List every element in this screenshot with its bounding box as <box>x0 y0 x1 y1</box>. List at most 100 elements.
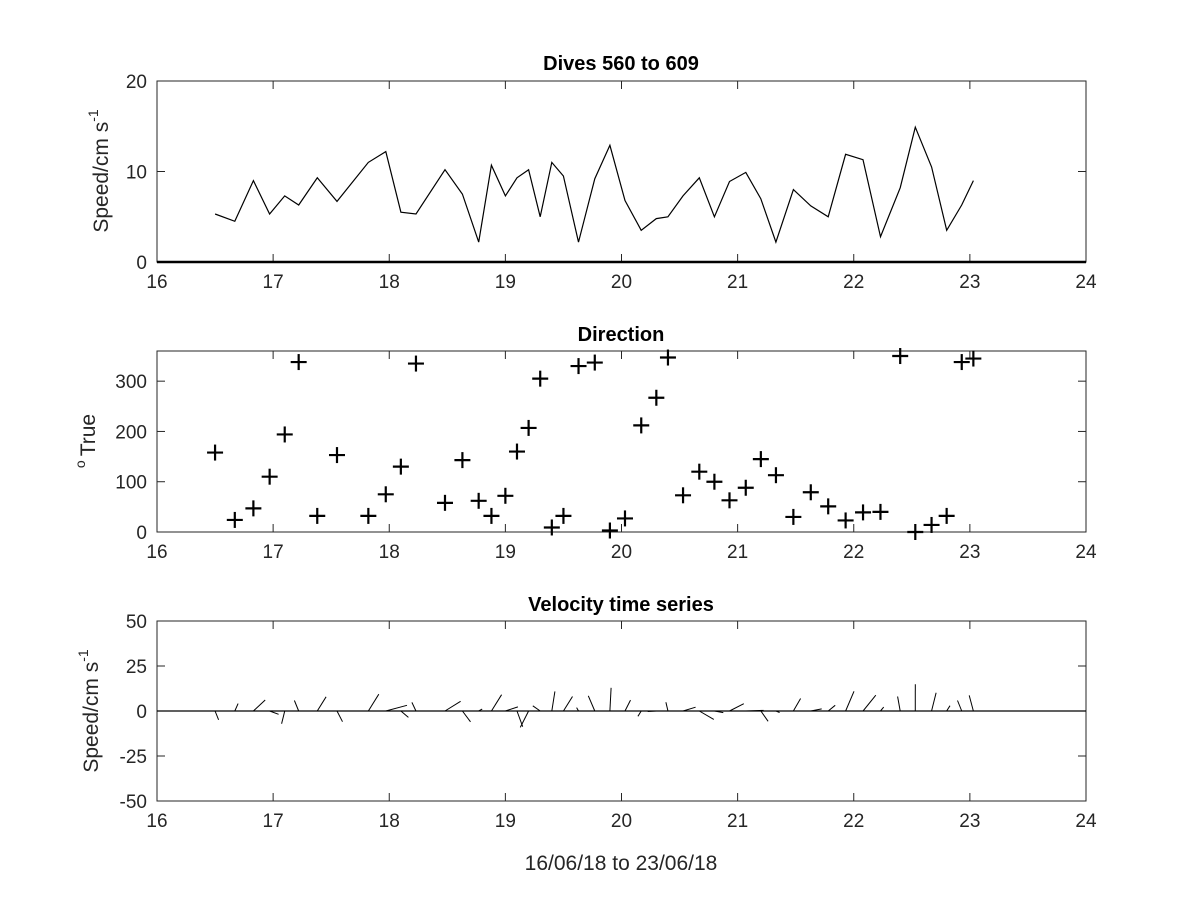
velocity-ytick-label: 50 <box>126 612 147 633</box>
speed-xtick-label: 16 <box>146 272 167 293</box>
velocity-stick <box>760 710 769 722</box>
velocity-xtick-label: 19 <box>495 811 516 832</box>
speed-y-axis-label: Speed/cm s-1 <box>85 109 113 233</box>
direction-point <box>543 519 560 536</box>
velocity-ticks: 16 17 18 19 20 21 22 23 24 -50 -25 0 25 50 <box>120 612 1097 832</box>
velocity-stick <box>576 707 579 712</box>
velocity-stick <box>532 705 541 712</box>
svg-text:Speed/cm s-1: Speed/cm s-1 <box>75 649 103 773</box>
velocity-stick <box>745 709 764 712</box>
svg-text:Speed/cm s-1: Speed/cm s-1 <box>85 109 113 233</box>
speed-ylabel-sup: -1 <box>85 109 101 122</box>
velocity-stick <box>336 710 343 722</box>
velocity-ytick-label: 0 <box>136 702 147 723</box>
velocity-stick <box>845 691 855 712</box>
speed-ytick-label: 0 <box>136 253 147 274</box>
direction-point <box>360 507 377 524</box>
speed-xtick-label: 23 <box>959 272 980 293</box>
direction-point <box>616 510 633 527</box>
velocity-stick <box>647 710 657 712</box>
direction-xtick-label: 17 <box>263 542 284 563</box>
velocity-y-axis-label: Speed/cm s-1 <box>75 649 103 773</box>
velocity-stick <box>946 705 951 712</box>
velocity-stick <box>587 695 596 712</box>
speed-ticks: 16 17 18 19 20 21 22 23 24 0 10 20 <box>126 72 1097 293</box>
velocity-xtick-label: 20 <box>611 811 632 832</box>
velocity-xtick-label: 22 <box>843 811 864 832</box>
velocity-stick <box>411 702 417 712</box>
direction-point <box>767 467 784 484</box>
velocity-stick <box>862 694 877 712</box>
velocity-stick <box>931 692 937 712</box>
velocity-stick <box>478 708 483 712</box>
direction-point <box>555 507 572 524</box>
direction-point <box>454 452 471 469</box>
velocity-ylabel-main: Speed/cm s <box>80 662 103 773</box>
velocity-ylabel-sup: -1 <box>75 649 91 662</box>
velocity-stick <box>714 710 724 714</box>
velocity-xtick-label: 21 <box>727 811 748 832</box>
direction-point <box>497 487 514 504</box>
direction-point <box>820 498 837 515</box>
velocity-stick <box>444 700 461 712</box>
velocity-panel: 16 17 18 19 20 21 22 23 24 -50 -25 0 25 50 Velocity t… <box>75 594 1097 875</box>
direction-point <box>309 507 326 524</box>
direction-y-axis-label: o True <box>72 414 100 468</box>
velocity-stick <box>827 704 836 712</box>
velocity-stick <box>792 698 802 712</box>
speed-axes-box <box>156 80 1087 263</box>
direction-ytick-label: 100 <box>115 473 147 494</box>
velocity-stick <box>609 687 612 712</box>
direction-point <box>520 419 537 436</box>
direction-point <box>276 426 293 443</box>
velocity-stick <box>810 708 822 712</box>
direction-point <box>392 458 409 475</box>
direction-ticks: 16 17 18 19 20 21 22 23 24 0 100 200 300 <box>115 351 1097 563</box>
direction-point <box>261 468 278 485</box>
direction-point <box>752 451 769 468</box>
direction-point <box>965 350 982 367</box>
direction-point <box>290 354 307 371</box>
direction-point <box>953 354 970 371</box>
direction-point <box>633 417 650 434</box>
velocity-stick <box>234 703 239 712</box>
velocity-stick <box>316 696 327 712</box>
svg-text:oTrue: o True <box>72 414 100 468</box>
speed-ytick-label: 10 <box>126 163 147 184</box>
speed-panel: 16 17 18 19 20 21 22 23 24 0 10 20 Dives 560 to 609… <box>85 53 1097 293</box>
direction-ytick-label: 200 <box>115 422 147 443</box>
direction-point <box>436 494 453 511</box>
direction-point <box>907 524 924 540</box>
velocity-xtick-label: 17 <box>263 811 284 832</box>
direction-point <box>855 504 872 521</box>
velocity-ytick-label: 25 <box>126 657 147 678</box>
velocity-stick <box>563 696 573 712</box>
direction-xtick-label: 16 <box>146 542 167 563</box>
speed-xtick-label: 19 <box>495 272 516 293</box>
velocity-stick <box>367 693 380 712</box>
direction-point <box>802 484 819 501</box>
speed-ytick-label: 20 <box>126 72 147 93</box>
velocity-stick <box>897 696 901 712</box>
direction-markers <box>207 348 982 540</box>
velocity-stick <box>624 699 631 712</box>
direction-point <box>837 512 854 529</box>
direction-xtick-label: 20 <box>611 542 632 563</box>
speed-xtick-label: 20 <box>611 272 632 293</box>
velocity-stick <box>665 702 669 712</box>
direction-xtick-label: 18 <box>379 542 400 563</box>
direction-ylabel-main: True <box>77 414 100 456</box>
velocity-stick <box>505 706 519 712</box>
direction-point <box>601 522 618 539</box>
velocity-stick <box>400 710 409 718</box>
velocity-xtick-label: 24 <box>1075 811 1097 832</box>
speed-ylabel-main: Speed/cm s <box>90 122 113 233</box>
velocity-stick <box>682 706 696 712</box>
speed-xtick-label: 18 <box>379 272 400 293</box>
speed-panel-title: Dives 560 to 609 <box>543 53 699 75</box>
direction-point <box>785 508 802 525</box>
direction-point <box>737 479 754 496</box>
direction-xtick-label: 19 <box>495 542 516 563</box>
direction-point <box>675 487 692 504</box>
